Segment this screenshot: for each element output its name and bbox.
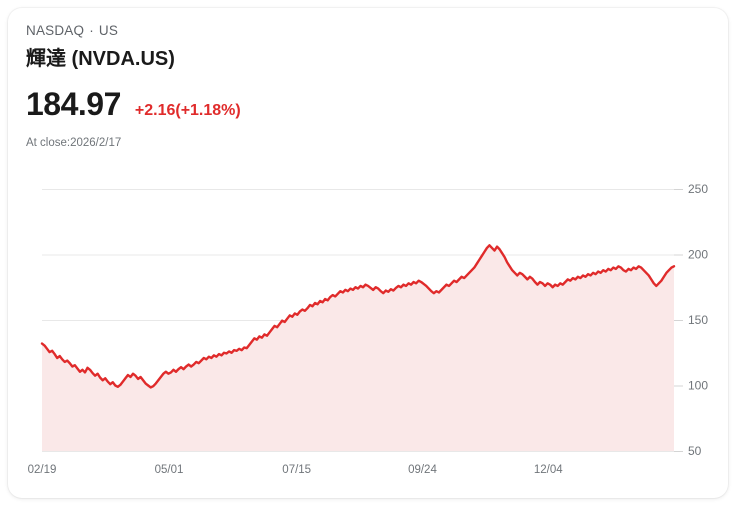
x-axis-label: 05/01 <box>155 464 184 476</box>
chart-x-axis-labels: 02/19 05/01 07/15 09/24 12/04 <box>28 464 564 476</box>
page-title: 輝達 (NVDA.US) <box>26 48 175 70</box>
y-axis-label: 100 <box>688 379 708 393</box>
quote-header: NASDAQ · US 輝達 (NVDA.US) 184.97 +2.16(+1.1… <box>26 22 710 151</box>
close-timestamp: At close:2026/2/17 <box>26 137 122 149</box>
exchange-name: NASDAQ <box>26 23 85 38</box>
current-price: 184.97 <box>26 86 121 122</box>
region-label: US <box>98 23 119 38</box>
price-change: +2.16(+1.18%) <box>134 102 241 119</box>
stock-quote-card: NASDAQ · US 輝達 (NVDA.US) 184.97 +2.16(+1.1… <box>8 8 728 498</box>
chart-line <box>40 244 676 389</box>
y-axis-label: 150 <box>688 313 708 327</box>
x-axis-label: 02/19 <box>28 464 57 476</box>
price-chart[interactable]: 250 200 150 100 50 02/19 05/01 07/15 09/24 12/04 <box>8 168 728 488</box>
y-axis-label: 200 <box>688 248 708 262</box>
chart-tickmarks <box>674 189 683 452</box>
chart-y-axis-labels: 250 200 150 100 50 <box>688 182 708 458</box>
y-axis-label: 50 <box>688 444 702 458</box>
y-axis-label: 250 <box>688 182 708 196</box>
separator-dot: · <box>89 23 94 38</box>
price-row: 184.97 +2.16(+1.18%) <box>26 86 710 122</box>
exchange-row: NASDAQ · US <box>26 22 710 40</box>
x-axis-label: 12/04 <box>534 464 563 476</box>
chart-svg: 250 200 150 100 50 02/19 05/01 07/15 09/24 12/04 <box>28 182 709 476</box>
x-axis-label: 07/15 <box>282 464 311 476</box>
x-axis-label: 09/24 <box>408 464 437 476</box>
chart-area-fill <box>42 245 674 451</box>
